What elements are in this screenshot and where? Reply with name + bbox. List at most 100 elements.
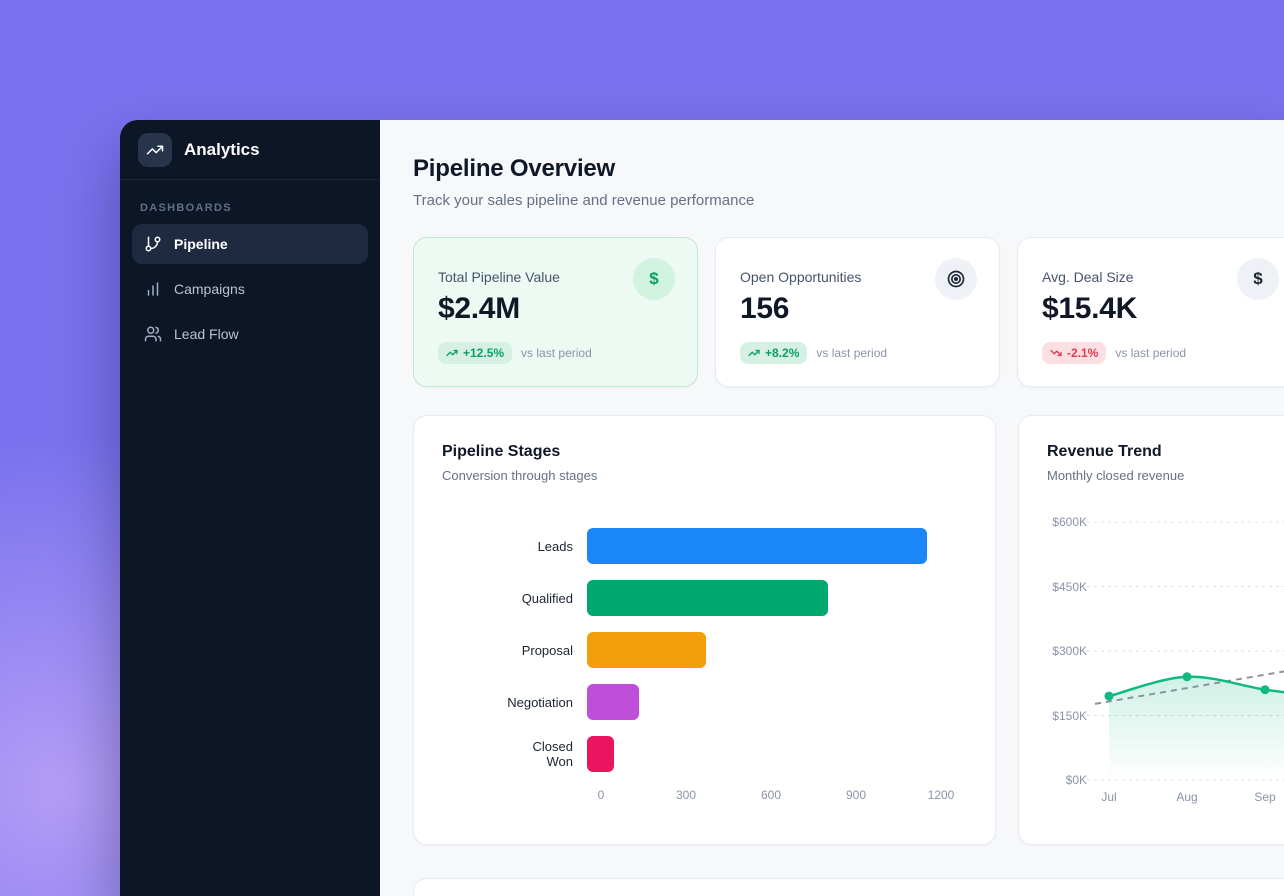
data-point[interactable] — [1104, 691, 1114, 701]
x-axis-tick: Jul — [1101, 790, 1117, 804]
page-title: Pipeline Overview — [413, 155, 616, 182]
bar-category-label: Leads — [537, 538, 573, 554]
target-icon — [935, 258, 977, 300]
y-axis-tick: $150K — [1052, 708, 1087, 723]
y-axis-tick: $0K — [1065, 773, 1087, 787]
sidebar-item-lead-flow[interactable]: Lead Flow — [132, 314, 368, 354]
bar-closed-won[interactable] — [587, 736, 614, 772]
main-content: Pipeline Overview Track your sales pipel… — [380, 120, 1284, 896]
bar-chart: Leads Qualified Proposal Negotiation Closed … — [442, 528, 967, 772]
revenue-line — [1107, 675, 1284, 698]
sidebar-section-label: DASHBOARDS — [140, 202, 232, 214]
kpi-label: Avg. Deal Size — [1042, 269, 1134, 285]
bar-category-label: Qualified — [521, 590, 573, 606]
kpi-label: Open Opportunities — [740, 269, 862, 285]
bar-proposal[interactable] — [587, 632, 706, 668]
trendline — [1094, 670, 1284, 705]
bar-row: Qualified — [442, 580, 967, 616]
sidebar-item-pipeline[interactable]: Pipeline — [132, 224, 368, 264]
revenue-trend-card: Revenue Trend Monthly closed revenue $60… — [1018, 415, 1284, 845]
campaigns-icon — [144, 280, 162, 298]
kpi-label: Total Pipeline Value — [438, 269, 560, 285]
x-axis-tick: 1200 — [927, 788, 955, 802]
bar-track — [587, 528, 967, 564]
delta-value: +12.5% — [463, 346, 505, 360]
kpi-delta-row: +12.5% vs last period — [438, 342, 673, 364]
line-chart: $600K $450K $300K $150K $0K Jul Aug Sep — [1047, 515, 1284, 808]
bar-row: Leads — [442, 528, 967, 564]
bar-category-label: Proposal — [521, 642, 573, 658]
bar-category-label: Closed Won — [532, 739, 573, 769]
pipeline-icon — [144, 235, 162, 253]
bar-track — [587, 684, 967, 720]
delta-value: +8.2% — [765, 346, 800, 360]
bar-negotiation[interactable] — [587, 684, 640, 720]
kpi-delta-row: -2.1% vs last period — [1042, 342, 1277, 364]
pipeline-stages-card: Pipeline Stages Conversion through stage… — [413, 415, 996, 845]
x-axis-tick: Aug — [1176, 790, 1198, 804]
sidebar-item-label: Pipeline — [174, 236, 228, 252]
sidebar-item-label: Campaigns — [174, 281, 245, 297]
sidebar-nav: Pipeline Campaigns Lead Flow — [120, 224, 380, 354]
area-fill — [1109, 676, 1284, 780]
bar-track — [587, 632, 967, 668]
x-axis-tick: 300 — [675, 788, 697, 802]
bar-row: Proposal — [442, 632, 967, 668]
bar-qualified[interactable] — [587, 580, 828, 616]
trend-up-icon — [446, 347, 458, 359]
x-axis-tick: 600 — [760, 788, 782, 802]
line-chart-x-axis: Jul Aug Sep — [1095, 790, 1284, 808]
line-chart-plot — [1087, 521, 1284, 781]
kpi-card-open-opportunities: Open Opportunities 156 +8.2% vs last period — [715, 237, 1000, 387]
y-axis-tick: $450K — [1052, 579, 1087, 594]
trending-up-icon — [146, 145, 164, 154]
bar-row: Negotiation — [442, 684, 967, 720]
kpi-row: Total Pipeline Value $2.4M $ +12.5% vs last … — [413, 237, 1284, 387]
chart-subtitle: Monthly closed revenue — [1047, 468, 1185, 483]
charts-row: Pipeline Stages Conversion through stage… — [413, 415, 1284, 845]
sidebar-item-label: Lead Flow — [174, 326, 239, 342]
kpi-note: vs last period — [521, 346, 592, 360]
lead-flow-icon — [144, 325, 162, 343]
bar-leads[interactable] — [587, 528, 927, 564]
bar-row: Closed Won — [442, 736, 967, 772]
dollar-icon: $ — [633, 258, 675, 300]
data-point[interactable] — [1260, 685, 1270, 695]
kpi-delta-row: +8.2% vs last period — [740, 342, 975, 364]
line-chart-y-axis: $600K $450K $300K $150K $0K — [1047, 515, 1087, 787]
app-logo — [138, 132, 172, 167]
kpi-card-total-pipeline-value: Total Pipeline Value $2.4M $ +12.5% vs last … — [413, 237, 698, 387]
dollar-icon: $ — [1237, 258, 1279, 300]
page-subtitle: Track your sales pipeline and revenue pe… — [413, 192, 755, 209]
y-axis-tick: $300K — [1052, 644, 1087, 658]
bar-category-label: Negotiation — [507, 694, 573, 710]
data-point[interactable] — [1182, 672, 1192, 682]
x-axis-tick: 900 — [845, 788, 867, 802]
y-axis-tick: $600K — [1052, 515, 1087, 529]
delta-badge: +8.2% — [740, 342, 808, 364]
x-axis-tick: Sep — [1254, 790, 1276, 804]
kpi-note: vs last period — [1115, 346, 1187, 360]
chart-subtitle: Conversion through stages — [442, 468, 598, 483]
chart-title: Pipeline Stages — [442, 443, 561, 460]
kpi-value: $2.4M — [438, 292, 520, 325]
kpi-value: 156 — [740, 292, 790, 325]
sidebar: Analytics DASHBOARDS Pipeline Campaigns Le… — [120, 120, 380, 896]
delta-badge: -2.1% — [1042, 342, 1107, 364]
chart-title: Revenue Trend — [1047, 443, 1162, 460]
bar-track — [587, 580, 967, 616]
bottom-card-partial — [413, 878, 1284, 896]
sidebar-header: Analytics — [120, 120, 380, 180]
app-name: Analytics — [184, 139, 260, 159]
sidebar-item-campaigns[interactable]: Campaigns — [132, 269, 368, 309]
bar-track — [587, 736, 967, 772]
trend-up-icon — [748, 347, 760, 359]
delta-badge: +12.5% — [438, 342, 513, 364]
revenue-line-svg — [1087, 521, 1284, 781]
kpi-note: vs last period — [816, 346, 888, 360]
delta-value: -2.1% — [1067, 346, 1099, 360]
kpi-card-avg-deal-size: Avg. Deal Size $15.4K $ -2.1% vs last period — [1017, 237, 1284, 387]
x-axis-tick: 0 — [597, 788, 605, 802]
kpi-value: $15.4K — [1042, 292, 1137, 325]
trend-down-icon — [1050, 347, 1062, 359]
